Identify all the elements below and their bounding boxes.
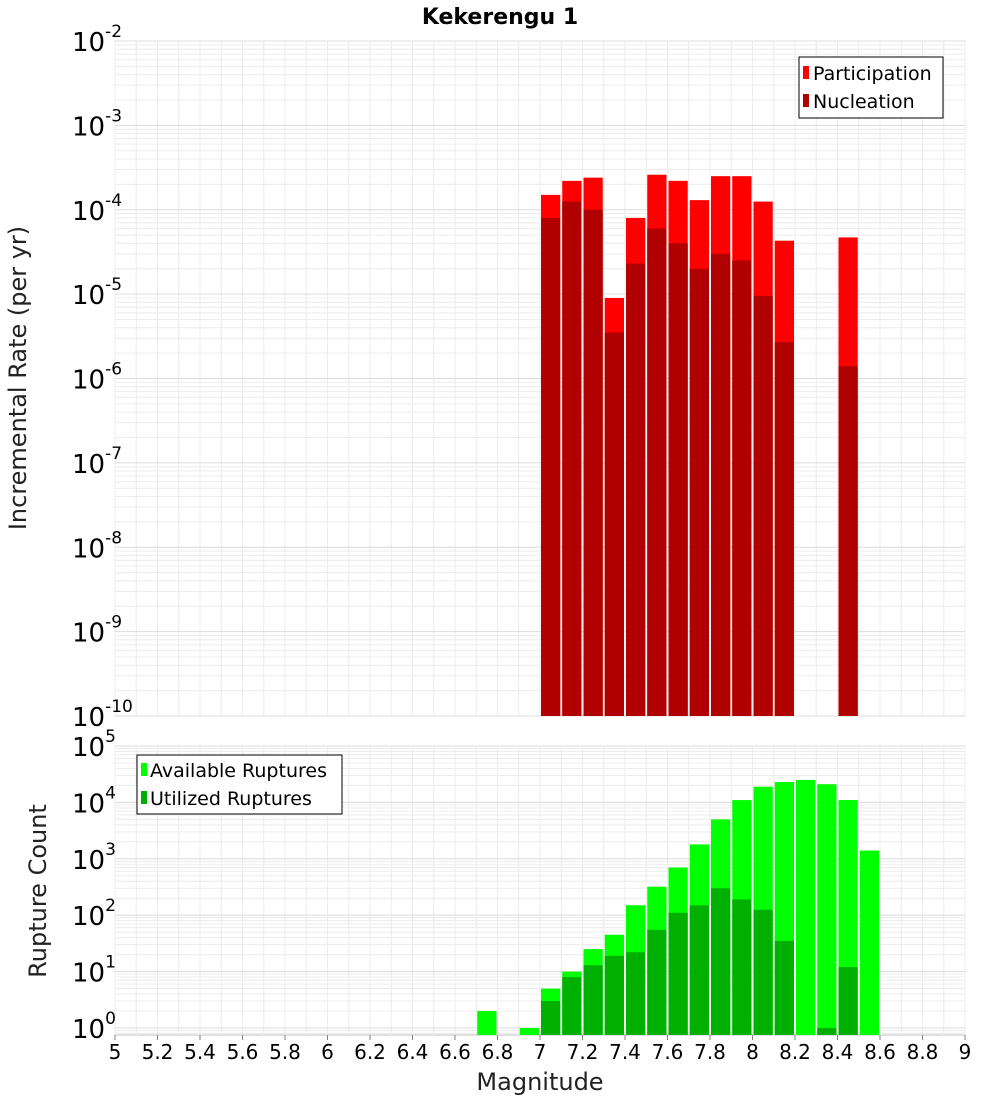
count-bar-available-ruptures	[796, 779, 816, 1035]
incremental-rate-plot: 10-10 10-9 10-8 10-7 10-6 10-5 10-4 10-3 10-2 In…	[4, 22, 966, 733]
rate-y-tick-label: 10-7	[72, 444, 122, 480]
legend-swatch-utilized	[141, 791, 147, 804]
x-tick-label: 5.8	[269, 1040, 301, 1064]
count-bar-utilized-ruptures	[711, 888, 731, 1035]
x-tick-label: 6.4	[397, 1040, 429, 1064]
count-y-tick-label: 101	[72, 953, 116, 989]
magnitude-x-tick-labels: 5 5.2 5.4 5.6 5.8 6 6.2 6.4 6.6 6.8 7 7.2 7.4 7.6 7.8 8…	[109, 1035, 972, 1064]
count-y-tick-label: 104	[72, 783, 116, 819]
x-tick-label: 8.6	[864, 1040, 896, 1064]
rate-bars	[541, 174, 858, 717]
x-axis-label: Magnitude	[476, 1068, 603, 1096]
count-bar-utilized-ruptures	[753, 909, 773, 1035]
rate-bar-nucleation	[732, 260, 752, 716]
legend-swatch-nucleation	[803, 94, 809, 107]
rate-y-tick-label: 10-3	[72, 106, 122, 142]
x-tick-label: 9	[959, 1040, 972, 1064]
x-tick-label: 7	[534, 1040, 547, 1064]
count-bar-available-ruptures	[817, 784, 837, 1035]
count-bar-available-ruptures	[477, 1010, 497, 1035]
count-y-tick-label: 103	[72, 840, 116, 876]
rate-bar-nucleation	[753, 296, 773, 716]
chart-title: Kekerengu 1	[422, 5, 578, 30]
legend-swatch-available	[141, 763, 147, 776]
legend-label-participation: Participation	[813, 63, 932, 85]
rate-bar-nucleation	[562, 201, 582, 716]
x-tick-label: 8.8	[907, 1040, 939, 1064]
legend-label-utilized: Utilized Ruptures	[150, 788, 312, 810]
count-y-tick-label: 105	[72, 727, 116, 763]
count-bar-utilized-ruptures	[732, 899, 752, 1035]
rate-y-tick-labels: 10-10 10-9 10-8 10-7 10-6 10-5 10-4 10-3 10-2	[72, 22, 133, 733]
x-tick-label: 8.2	[779, 1040, 811, 1064]
x-tick-label: 5	[109, 1040, 122, 1064]
count-bar-utilized-ruptures	[541, 1001, 561, 1035]
count-bar-utilized-ruptures	[838, 967, 858, 1035]
x-tick-label: 5.2	[142, 1040, 174, 1064]
rate-y-tick-label: 10-8	[72, 528, 122, 564]
count-bar-utilized-ruptures	[668, 912, 688, 1035]
rate-bar-nucleation	[604, 332, 624, 716]
count-legend-box	[136, 754, 343, 815]
count-y-tick-label: 100	[72, 1009, 116, 1045]
rate-bar-nucleation	[689, 268, 709, 716]
x-tick-label: 8	[746, 1040, 759, 1064]
rate-y-tick-label: 10-10	[72, 697, 133, 733]
rate-bar-nucleation	[711, 253, 731, 716]
x-tick-label: 7.6	[652, 1040, 684, 1064]
x-tick-label: 6.8	[482, 1040, 514, 1064]
x-tick-label: 6	[321, 1040, 334, 1064]
rate-y-tick-label: 10-6	[72, 360, 122, 396]
count-bar-utilized-ruptures	[626, 952, 646, 1035]
rate-bar-nucleation	[647, 228, 667, 716]
rate-gridlines	[114, 40, 966, 717]
legend-swatch-participation	[803, 66, 809, 79]
rate-bar-nucleation	[626, 263, 646, 716]
count-legend: Available Ruptures Utilized Ruptures	[136, 754, 343, 815]
x-tick-label: 5.6	[227, 1040, 259, 1064]
rupture-count-plot: 100 101 102 103 104 105 Rupture Count Availab…	[24, 727, 966, 1045]
rate-y-axis-label: Incremental Rate (per yr)	[4, 226, 32, 530]
x-tick-label: 7.2	[567, 1040, 599, 1064]
rate-legend: Participation Nucleation	[798, 56, 944, 119]
count-bar-available-ruptures	[519, 1027, 539, 1035]
rate-legend-box	[798, 56, 944, 119]
rate-bar-nucleation	[541, 217, 561, 716]
count-bar-utilized-ruptures	[774, 940, 794, 1035]
x-tick-label: 6.2	[354, 1040, 386, 1064]
x-tick-label: 5.4	[184, 1040, 216, 1064]
x-tick-label: 7.8	[694, 1040, 726, 1064]
count-bar-utilized-ruptures	[689, 905, 709, 1035]
count-bar-utilized-ruptures	[817, 1027, 837, 1035]
rate-y-tick-label: 10-2	[72, 22, 122, 58]
count-bar-utilized-ruptures	[583, 965, 603, 1035]
count-bars	[477, 779, 879, 1035]
rate-y-tick-label: 10-4	[72, 191, 122, 227]
count-bar-utilized-ruptures	[562, 977, 582, 1035]
rate-bar-nucleation	[583, 209, 603, 716]
legend-label-nucleation: Nucleation	[813, 91, 915, 113]
rate-y-tick-label: 10-9	[72, 613, 122, 649]
x-tick-label: 8.4	[822, 1040, 854, 1064]
legend-label-available: Available Ruptures	[150, 760, 327, 782]
count-y-tick-labels: 100 101 102 103 104 105	[72, 727, 116, 1045]
rate-bar-nucleation	[668, 243, 688, 717]
x-tick-label: 7.4	[609, 1040, 641, 1064]
rate-bar-nucleation	[774, 342, 794, 716]
rate-y-tick-label: 10-5	[72, 275, 122, 311]
count-bar-utilized-ruptures	[647, 929, 667, 1035]
count-y-axis-label: Rupture Count	[24, 804, 52, 978]
count-bar-available-ruptures	[859, 850, 879, 1035]
rate-bar-nucleation	[838, 366, 858, 716]
count-bar-utilized-ruptures	[604, 955, 624, 1035]
count-y-tick-label: 102	[72, 896, 116, 932]
x-tick-label: 6.6	[439, 1040, 471, 1064]
